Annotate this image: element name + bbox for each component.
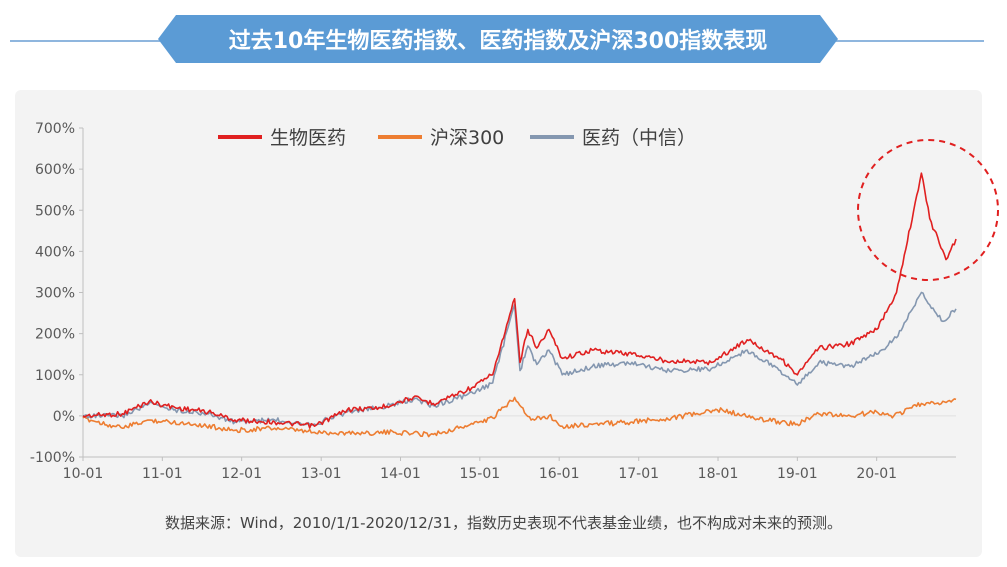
x-tick-label: 17-01: [618, 466, 659, 482]
y-tick-label: 400%: [35, 244, 75, 260]
x-tick-label: 18-01: [698, 466, 739, 482]
legend-label-2: 沪深300: [430, 127, 504, 149]
series-line-2: [82, 396, 957, 438]
x-tick-label: 16-01: [539, 466, 580, 482]
y-tick-label: 300%: [35, 286, 75, 302]
header-line-left: [10, 40, 160, 42]
peak-highlight-circle: [857, 139, 999, 281]
y-tick-label: 100%: [35, 368, 75, 384]
x-tick-label: 19-01: [777, 466, 818, 482]
header-line-right: [836, 40, 984, 42]
y-tick-label: 700%: [35, 121, 75, 137]
x-tick-label: 10-01: [63, 466, 104, 482]
source-note: 数据来源：Wind，2010/1/1-2020/12/31，指数历史表现不代表基…: [165, 514, 842, 532]
legend-label-1: 生物医药: [270, 127, 346, 149]
x-tick-label: 12-01: [221, 466, 262, 482]
x-tick-label: 13-01: [301, 466, 342, 482]
x-tick-label: 20-01: [856, 466, 897, 482]
x-tick-label: 11-01: [142, 466, 183, 482]
x-tick-label: 14-01: [380, 466, 421, 482]
chart-panel: [15, 90, 982, 557]
y-tick-label: 0%: [53, 409, 75, 425]
legend-label-3: 医药（中信）: [582, 127, 696, 149]
x-tick-label: 15-01: [459, 466, 500, 482]
y-tick-label: 600%: [35, 162, 75, 178]
y-tick-label: 500%: [35, 203, 75, 219]
y-tick-label: 200%: [35, 327, 75, 343]
chart-title: 过去10年生物医药指数、医药指数及沪深300指数表现: [158, 15, 838, 63]
series-line-1: [82, 172, 957, 429]
y-tick-label: -100%: [30, 450, 75, 466]
